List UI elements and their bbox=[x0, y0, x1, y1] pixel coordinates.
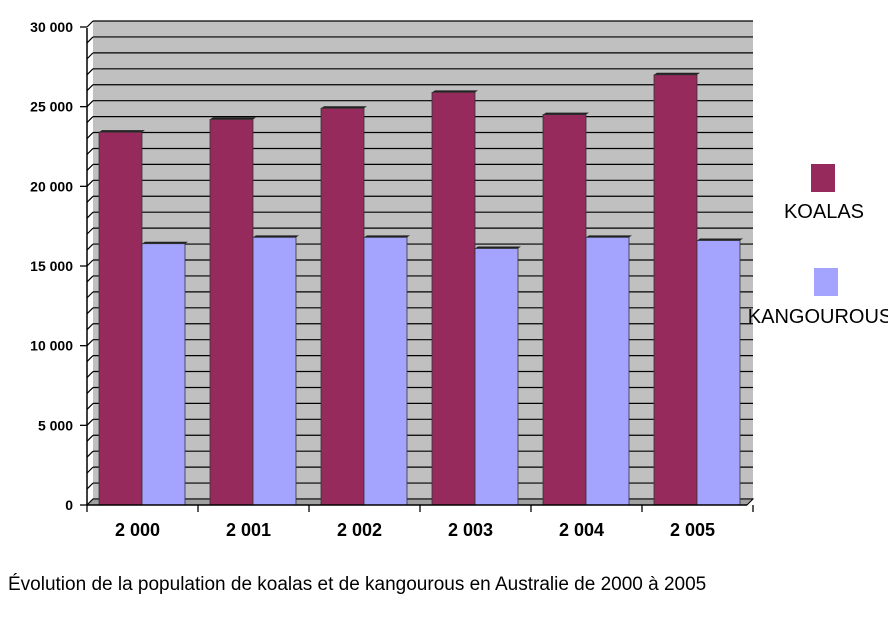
bar-kangourous bbox=[252, 236, 297, 506]
bar-koalas bbox=[542, 114, 587, 506]
gridline-depth bbox=[86, 243, 94, 251]
x-tick-label: 2 001 bbox=[226, 520, 271, 540]
x-tick-label: 2 004 bbox=[559, 520, 604, 540]
gridline-depth bbox=[86, 148, 94, 155]
gridline-depth bbox=[86, 132, 94, 139]
bar-top-koalas bbox=[543, 112, 589, 115]
bar-top-koalas bbox=[99, 130, 145, 133]
gridline-depth bbox=[86, 418, 94, 426]
y-tick-label: 25 000 bbox=[30, 99, 73, 115]
bar-top-koalas bbox=[432, 90, 478, 93]
gridline-depth bbox=[86, 227, 94, 235]
bar-kangourous bbox=[363, 236, 408, 506]
bar-top-kangourous bbox=[586, 235, 632, 238]
bar-top-kangourous bbox=[142, 241, 188, 244]
y-tick-label: 15 000 bbox=[30, 258, 73, 274]
bar-kangourous bbox=[585, 236, 630, 506]
bar-top-kangourous bbox=[364, 235, 410, 238]
x-tick-label: 2 002 bbox=[337, 520, 382, 540]
gridline-depth bbox=[86, 371, 94, 378]
gridline-depth bbox=[86, 163, 94, 171]
bar-top-kangourous bbox=[475, 246, 521, 249]
x-tick-label: 2 005 bbox=[670, 520, 715, 540]
bar-top-kangourous bbox=[253, 235, 299, 238]
gridline-depth bbox=[86, 100, 94, 108]
gridline-depth bbox=[86, 259, 94, 267]
bar-koalas bbox=[209, 119, 254, 506]
gridline-depth bbox=[86, 275, 94, 283]
bar-kangourous bbox=[696, 240, 741, 506]
gridline-depth bbox=[86, 355, 94, 363]
gridline-depth bbox=[86, 179, 94, 187]
bar-chart: 0 5 000 10 000 15 000 20 000 25 000 30 000 2 0… bbox=[30, 19, 888, 540]
gridline-depth bbox=[86, 323, 94, 331]
y-tick-label: 20 000 bbox=[30, 178, 73, 194]
legend-label-kangourous: KANGOUROUS bbox=[748, 306, 888, 328]
gridline-depth bbox=[86, 195, 94, 203]
bar-kangourous bbox=[141, 243, 186, 506]
gridline-depth bbox=[86, 307, 94, 315]
x-tick-label: 2 003 bbox=[448, 520, 493, 540]
legend-swatch-koalas bbox=[811, 164, 835, 192]
x-tick-label: 2 000 bbox=[115, 520, 160, 540]
gridline-depth bbox=[86, 20, 94, 28]
gridline-depth bbox=[86, 387, 94, 394]
legend-label-koalas: KOALAS bbox=[784, 201, 864, 223]
gridline-depth bbox=[86, 68, 94, 76]
y-tick-label: 5 000 bbox=[38, 417, 73, 433]
bar-koalas bbox=[431, 91, 476, 506]
gridline-depth bbox=[86, 291, 94, 299]
chart-caption: Évolution de la population de koalas et … bbox=[8, 574, 707, 595]
gridline-depth bbox=[86, 466, 94, 474]
bar-kangourous bbox=[474, 248, 519, 506]
gridline-depth bbox=[86, 36, 94, 44]
plot-floor bbox=[85, 498, 755, 506]
y-tick-label: 30 000 bbox=[30, 19, 73, 35]
bar-koalas bbox=[98, 131, 143, 506]
y-tick-label: 0 bbox=[65, 497, 73, 513]
gridline-depth bbox=[86, 52, 94, 60]
bar-top-koalas bbox=[210, 117, 256, 120]
legend-swatch-kangourous bbox=[814, 268, 838, 296]
bar-koalas bbox=[653, 74, 698, 506]
bar-top-kangourous bbox=[697, 238, 743, 241]
gridline-depth bbox=[86, 450, 94, 458]
gridline-depth bbox=[86, 402, 94, 410]
gridline-depth bbox=[86, 211, 94, 219]
bar-top-koalas bbox=[321, 106, 367, 109]
gridline-depth bbox=[86, 116, 94, 124]
bar-top-koalas bbox=[654, 72, 700, 75]
gridline-depth bbox=[86, 434, 94, 442]
bar-koalas bbox=[320, 107, 365, 506]
gridline-depth bbox=[86, 482, 94, 490]
y-tick-label: 10 000 bbox=[30, 338, 73, 354]
gridline-depth bbox=[86, 339, 94, 347]
gridline-depth bbox=[86, 84, 94, 92]
